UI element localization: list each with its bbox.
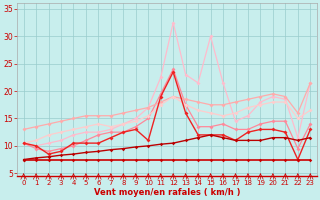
X-axis label: Vent moyen/en rafales ( km/h ): Vent moyen/en rafales ( km/h ) xyxy=(94,188,240,197)
